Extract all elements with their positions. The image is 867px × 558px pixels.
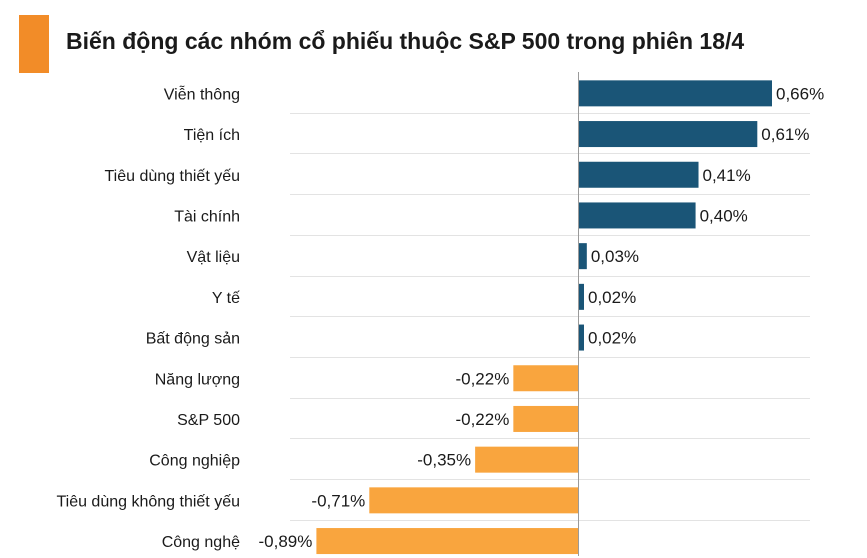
- category-label: S&P 500: [177, 412, 240, 429]
- bar: [578, 202, 696, 229]
- category-label: Viễn thông: [164, 84, 240, 103]
- value-label: 0,41%: [703, 166, 751, 185]
- bar: [475, 446, 578, 473]
- category-label: Tiêu dùng không thiết yếu: [56, 493, 240, 510]
- value-label: 0,03%: [591, 247, 639, 266]
- bar: [578, 283, 584, 310]
- bar: [578, 121, 758, 148]
- bar: [513, 405, 578, 432]
- bar: [513, 365, 578, 392]
- category-label: Y tế: [212, 290, 240, 307]
- bar: [369, 487, 578, 514]
- category-label: Công nghệ: [162, 534, 240, 551]
- value-label: 0,61%: [761, 125, 809, 144]
- title-accent-bar: [19, 15, 49, 73]
- value-label: -0,35%: [417, 451, 471, 470]
- value-label: 0,66%: [776, 84, 824, 103]
- category-label: Năng lượng: [155, 371, 240, 388]
- category-label: Công nghiệp: [149, 453, 240, 470]
- value-label: 0,40%: [700, 206, 748, 225]
- bar: [578, 324, 584, 351]
- bar: [578, 80, 772, 107]
- chart-title: Biến động các nhóm cổ phiếu thuộc S&P 50…: [66, 28, 745, 54]
- bar: [578, 243, 587, 270]
- value-label: 0,02%: [588, 288, 636, 307]
- category-label: Tiện ích: [184, 127, 240, 144]
- category-label: Tiêu dùng thiết yếu: [105, 168, 241, 185]
- value-label: -0,71%: [311, 491, 365, 510]
- category-label: Tài chính: [174, 208, 240, 225]
- category-label: Bất động sản: [146, 331, 240, 348]
- category-label: Vật liệu: [187, 249, 240, 266]
- value-label: -0,22%: [455, 369, 509, 388]
- value-label: -0,22%: [455, 410, 509, 429]
- value-label: 0,02%: [588, 329, 636, 348]
- bar: [316, 528, 578, 555]
- bar: [578, 161, 699, 188]
- value-label: -0,89%: [259, 532, 313, 551]
